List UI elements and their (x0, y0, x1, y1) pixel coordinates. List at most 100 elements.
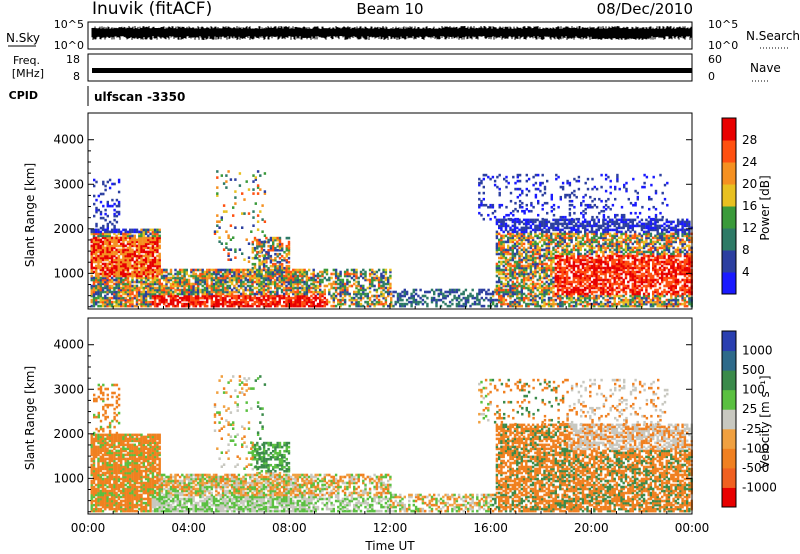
heatmap-cell (588, 286, 591, 290)
heatmap-cell (97, 244, 100, 248)
heatmap-cell (172, 304, 175, 308)
heatmap-cell (163, 292, 166, 296)
heatmap-cell (262, 266, 266, 270)
heatmap-cell (267, 274, 270, 278)
heatmap-cell (364, 270, 367, 274)
heatmap-cell (215, 278, 218, 282)
heatmap-cell (292, 300, 295, 304)
heatmap-cell (389, 290, 392, 294)
heatmap-cell (192, 302, 195, 306)
heatmap-cell (285, 258, 288, 262)
heatmap-cell (301, 302, 304, 306)
heatmap-cell (303, 290, 306, 294)
heatmap-cell (298, 296, 302, 300)
heatmap-cell (106, 268, 109, 272)
heatmap-cell (588, 252, 591, 256)
heatmap-cell (217, 268, 220, 272)
heatmap-cell (113, 240, 116, 244)
heatmap-cell (110, 304, 114, 308)
heatmap-cell (498, 242, 501, 246)
heatmap-cell (525, 220, 528, 224)
heatmap-cell (595, 250, 598, 254)
heatmap-cell (489, 292, 493, 296)
heatmap-cell (371, 270, 374, 274)
heatmap-cell (337, 292, 340, 296)
heatmap-cell (380, 300, 383, 304)
heatmap-cell (122, 270, 125, 274)
heatmap-cell (516, 284, 519, 288)
heatmap-cell (538, 284, 542, 288)
heatmap-cell (529, 254, 533, 258)
heatmap-cell (251, 298, 254, 302)
heatmap-cell (325, 284, 329, 288)
heatmap-cell (133, 242, 136, 246)
heatmap-cell (255, 290, 259, 294)
heatmap-cell (529, 302, 533, 306)
heatmap-cell (158, 282, 161, 286)
heatmap-cell (206, 290, 209, 294)
heatmap-cell (255, 272, 259, 276)
heatmap-cell (95, 286, 98, 290)
heatmap-cell (303, 296, 306, 300)
heatmap-cell (545, 286, 548, 290)
heatmap-cell (274, 258, 277, 262)
heatmap-cell (384, 296, 388, 300)
heatmap-cell (552, 224, 555, 228)
heatmap-cell (534, 282, 537, 286)
heatmap-cell (251, 248, 254, 252)
heatmap-cell (511, 280, 514, 284)
heatmap-cell (251, 302, 254, 306)
heatmap-cell (500, 304, 503, 308)
heatmap-cell (384, 276, 388, 280)
heatmap-cell (500, 288, 503, 292)
heatmap-cell (124, 278, 127, 282)
heatmap-cell (113, 274, 116, 278)
heatmap-cell (593, 302, 596, 306)
heatmap-cell (504, 298, 508, 302)
heatmap-cell (346, 286, 349, 290)
heatmap-cell (604, 234, 607, 238)
heatmap-cell (208, 284, 211, 288)
heatmap-cell (520, 290, 523, 294)
heatmap-cell (586, 224, 589, 228)
heatmap-cell (183, 280, 186, 284)
heatmap-cell (142, 276, 145, 280)
heatmap-cell (527, 236, 530, 240)
heatmap-cell (531, 218, 535, 222)
heatmap-cell (552, 294, 555, 298)
heatmap-cell (296, 276, 299, 280)
heatmap-cell (133, 280, 136, 284)
heatmap-cell (285, 300, 288, 304)
heatmap-cell (138, 250, 141, 254)
heatmap-cell (104, 252, 107, 256)
heatmap-cell (389, 268, 392, 272)
heatmap-cell (129, 302, 132, 306)
heatmap-cell (509, 268, 512, 272)
heatmap-cell (151, 278, 155, 282)
heatmap-cell (554, 302, 557, 306)
heatmap-cell (593, 222, 596, 226)
heatmap-cell (285, 276, 288, 280)
heatmap-cell (156, 272, 159, 276)
heatmap-cell (149, 280, 152, 284)
heatmap-cell (108, 298, 111, 302)
heatmap-cell (305, 284, 309, 288)
heatmap-cell (122, 296, 125, 300)
heatmap-cell (401, 290, 404, 294)
heatmap-cell (502, 250, 505, 254)
heatmap-cell (561, 242, 564, 246)
heatmap-cell (117, 238, 121, 242)
heatmap-cell (274, 262, 277, 266)
heatmap-cell (258, 244, 261, 248)
heatmap-cell (316, 290, 320, 294)
heatmap-cell (235, 288, 238, 292)
heatmap-cell (106, 302, 109, 306)
heatmap-cell (575, 270, 578, 274)
heatmap-cell (534, 226, 537, 230)
heatmap-cell (147, 250, 150, 254)
heatmap-cell (283, 274, 286, 278)
heatmap-cell (382, 276, 385, 280)
heatmap-cell (547, 274, 551, 278)
heatmap-cell (387, 290, 390, 294)
heatmap-cell (230, 276, 234, 280)
